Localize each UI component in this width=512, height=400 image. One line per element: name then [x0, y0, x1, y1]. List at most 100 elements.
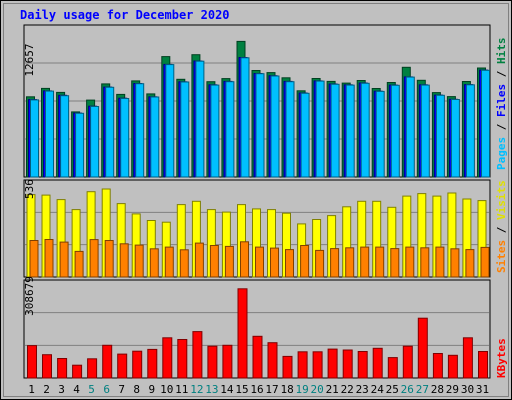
hits-panel-legend: Pages / Files / Hits [495, 38, 508, 171]
kbytes-bar-day-5 [87, 358, 98, 379]
kbytes-ymax-label: 308679 [23, 276, 36, 316]
pages-bar-day-28 [435, 94, 445, 178]
pages-bar-day-23 [360, 82, 370, 178]
day-label-11: 11 [175, 383, 188, 396]
kbytes-bar-day-17 [267, 342, 278, 379]
sites-bar-day-10 [164, 246, 174, 278]
sites-bar-day-28 [435, 246, 445, 278]
kbytes-bar-day-25 [387, 357, 398, 379]
day-labels: 1 2 3 4 5 6 7 8 9 10 11 12 13 14 15 16 17 18 19 20 21 22 23 24 2… [28, 383, 489, 396]
legend-sep-2: / [495, 64, 508, 84]
pages-bar-day-1 [30, 99, 39, 178]
kbytes-bar-day-26 [402, 345, 413, 379]
pages-bar-day-6 [105, 86, 115, 178]
kbytes-bar-day-20 [312, 351, 323, 379]
pages-bar-day-11 [180, 81, 190, 178]
sites-bar-day-26 [405, 246, 415, 278]
day-label-14: 14 [220, 383, 234, 396]
day-label-4: 4 [73, 383, 80, 396]
legend-hits: Hits [495, 38, 508, 65]
day-label-19: 19 [295, 383, 308, 396]
kbytes-bar-day-27 [417, 317, 428, 379]
kbytes-bar-day-6 [102, 344, 113, 379]
sites-bar-day-9 [149, 248, 159, 278]
kbytes-bar-day-19 [297, 351, 308, 379]
pages-bar-day-5 [90, 106, 100, 178]
day-label-24: 24 [371, 383, 385, 396]
pages-bar-day-8 [135, 83, 145, 178]
day-label-5: 5 [88, 383, 95, 396]
day-label-6: 6 [103, 383, 110, 396]
pages-bar-day-18 [285, 81, 295, 178]
day-label-2: 2 [43, 383, 50, 396]
kbytes-bar-day-30 [462, 337, 473, 379]
day-label-28: 28 [431, 383, 444, 396]
sites-bar-day-25 [390, 248, 400, 278]
pages-bar-day-20 [315, 80, 325, 178]
sites-bar-day-4 [74, 250, 84, 278]
day-label-20: 20 [310, 383, 323, 396]
sites-bar-day-20 [315, 249, 325, 278]
sites-bar-day-30 [465, 249, 475, 278]
kbytes-bar-day-8 [132, 350, 143, 379]
pages-bar-day-27 [420, 84, 430, 178]
kbytes-bar-day-13 [207, 345, 218, 379]
sites-bar-day-23 [360, 246, 370, 278]
visits-panel-legend: Sites / Visits [495, 180, 508, 273]
day-label-26: 26 [401, 383, 414, 396]
day-label-9: 9 [148, 383, 155, 396]
day-label-23: 23 [356, 383, 369, 396]
hits-ymax-label: 12657 [23, 43, 36, 76]
kbytes-bar-day-23 [357, 351, 368, 379]
kbytes-bar-day-28 [432, 353, 443, 379]
kbytes-bar-day-16 [252, 335, 263, 379]
pages-bar-day-10 [165, 64, 175, 178]
pages-bar-day-21 [330, 83, 340, 178]
visits-ymax-label: 536 [23, 179, 36, 199]
day-label-12: 12 [190, 383, 203, 396]
day-label-8: 8 [133, 383, 140, 396]
pages-bar-day-30 [465, 84, 475, 178]
kbytes-bar-day-22 [342, 349, 353, 379]
pages-bar-day-22 [345, 84, 355, 178]
legend-pages: Pages [495, 137, 508, 170]
pages-bar-day-16 [255, 73, 265, 178]
kbytes-bar-day-21 [327, 348, 338, 379]
pages-bar-day-25 [390, 84, 400, 178]
day-label-10: 10 [160, 383, 173, 396]
day-label-25: 25 [386, 383, 399, 396]
chart-title: Daily usage for December 2020 [20, 8, 230, 22]
pages-bar-day-14 [225, 81, 235, 178]
hits-series [26, 40, 490, 178]
sites-bar-day-12 [194, 242, 204, 278]
pages-bar-day-13 [210, 84, 220, 178]
kbytes-bar-day-4 [72, 364, 83, 379]
sites-bar-day-5 [89, 239, 99, 278]
sites-bar-day-22 [345, 247, 355, 278]
legend-sites: Sites [495, 240, 508, 273]
pages-bar-day-15 [240, 57, 250, 178]
pages-bar-day-17 [270, 75, 280, 178]
sites-bar-day-3 [59, 241, 69, 278]
legend-sep-1: / [495, 117, 508, 137]
kbytes-bar-day-29 [447, 354, 458, 379]
legend-sep-3: / [495, 220, 508, 240]
legend-kbytes: KBytes [495, 338, 508, 378]
pages-bar-day-7 [120, 98, 130, 178]
sites-bar-day-2 [44, 239, 54, 278]
pages-bar-day-4 [75, 112, 85, 178]
kbytes-bar-day-18 [282, 355, 293, 379]
kbytes-bar-day-31 [478, 351, 488, 379]
pages-bar-day-3 [60, 95, 70, 178]
sites-bar-day-15 [240, 241, 249, 278]
sites-bar-day-6 [104, 240, 114, 278]
sites-bar-day-17 [270, 247, 279, 278]
sites-bar-day-8 [134, 244, 144, 278]
sites-bar-day-14 [224, 245, 234, 278]
sites-bar-day-7 [119, 243, 129, 278]
day-label-29: 29 [446, 383, 459, 396]
kbytes-bar-day-2 [42, 354, 52, 379]
day-label-16: 16 [250, 383, 263, 396]
kbytes-bar-day-10 [162, 337, 173, 379]
